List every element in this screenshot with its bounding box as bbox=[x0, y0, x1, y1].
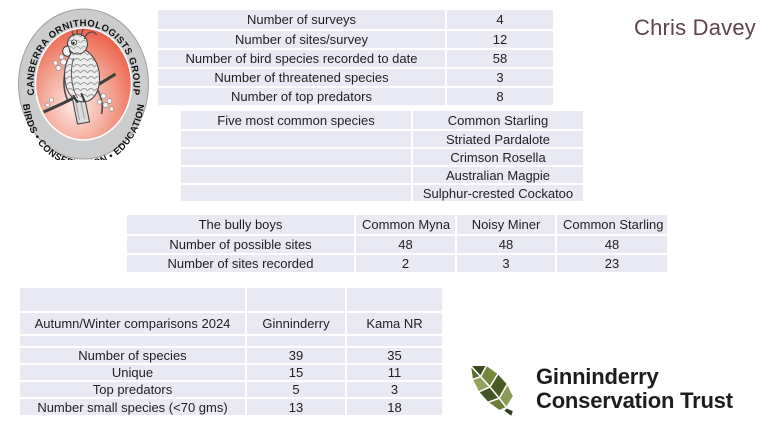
row-label: Number of threatened species bbox=[158, 67, 445, 86]
row-value: 23 bbox=[555, 253, 667, 272]
bully-boys-table: The bully boys Common Myna Noisy Miner C… bbox=[127, 215, 667, 272]
empty-cell bbox=[345, 288, 442, 311]
cog-logo-icon: CANBERRA ORNITHOLOGISTS GROUP BIRDS • CO… bbox=[18, 8, 149, 160]
table-row: Top predators 5 3 bbox=[20, 380, 442, 397]
row-label: Number of possible sites bbox=[127, 234, 354, 253]
row-value: 15 bbox=[245, 363, 345, 380]
row-value: 13 bbox=[245, 397, 345, 415]
empty-cell bbox=[181, 165, 411, 183]
header-cell: The bully boys bbox=[127, 215, 354, 234]
row-value: 35 bbox=[345, 346, 442, 363]
comparison-table: Autumn/Winter comparisons 2024 Ginninder… bbox=[20, 288, 442, 415]
table-row: Number of bird species recorded to date … bbox=[158, 48, 553, 67]
row-value: 5 bbox=[245, 380, 345, 397]
row-value: 3 bbox=[455, 253, 555, 272]
header-cell: Noisy Miner bbox=[455, 215, 555, 234]
table-row: Number of sites/survey 12 bbox=[158, 29, 553, 48]
row-label: Unique bbox=[20, 363, 245, 380]
empty-cell bbox=[181, 183, 411, 201]
row-label: Number of bird species recorded to date bbox=[158, 48, 445, 67]
row-value: 58 bbox=[445, 48, 553, 67]
table-row: Crimson Rosella bbox=[181, 147, 583, 165]
trust-logo: Ginninderry Conservation Trust bbox=[462, 355, 762, 425]
species-cell: Crimson Rosella bbox=[411, 147, 583, 165]
row-label: Number of top predators bbox=[158, 86, 445, 105]
table-row: Number of threatened species 3 bbox=[158, 67, 553, 86]
species-cell: Common Starling bbox=[411, 111, 583, 129]
table-row: Number of possible sites 48 48 48 bbox=[127, 234, 667, 253]
row-label: Number of sites/survey bbox=[158, 29, 445, 48]
row-value: 3 bbox=[345, 380, 442, 397]
table-row: Five most common species Common Starling bbox=[181, 111, 583, 129]
row-value: 48 bbox=[455, 234, 555, 253]
row-label: Number small species (<70 gms) bbox=[20, 397, 245, 415]
table-row: Number of surveys 4 bbox=[158, 10, 553, 29]
species-cell: Sulphur-crested Cockatoo bbox=[411, 183, 583, 201]
row-value: 48 bbox=[555, 234, 667, 253]
row-value: 48 bbox=[354, 234, 455, 253]
empty-cell bbox=[245, 334, 345, 346]
table-row: Striated Pardalote bbox=[181, 129, 583, 147]
row-value: 4 bbox=[445, 10, 553, 29]
empty-cell bbox=[345, 334, 442, 346]
empty-row bbox=[20, 288, 442, 311]
header-cell: Common Starling bbox=[555, 215, 667, 234]
presenter-name: Chris Davey bbox=[633, 15, 756, 40]
empty-cell bbox=[20, 288, 245, 311]
row-label: Number of sites recorded bbox=[127, 253, 354, 272]
survey-summary-table: Number of surveys 4 Number of sites/surv… bbox=[158, 10, 553, 105]
row-value: 2 bbox=[354, 253, 455, 272]
empty-cell bbox=[181, 147, 411, 165]
leaf-icon bbox=[469, 364, 515, 418]
trust-name: Ginninderry Conservation Trust bbox=[536, 365, 733, 413]
row-value: 3 bbox=[445, 67, 553, 86]
row-value: 8 bbox=[445, 86, 553, 105]
table-header-row: The bully boys Common Myna Noisy Miner C… bbox=[127, 215, 667, 234]
header-cell: Kama NR bbox=[345, 311, 442, 334]
row-value: 39 bbox=[245, 346, 345, 363]
row-value: 11 bbox=[345, 363, 442, 380]
table-row: Australian Magpie bbox=[181, 165, 583, 183]
header-cell: Autumn/Winter comparisons 2024 bbox=[20, 311, 245, 334]
header-cell: Ginninderry bbox=[245, 311, 345, 334]
row-label: Five most common species bbox=[181, 111, 411, 129]
trust-name-line2: Conservation Trust bbox=[536, 388, 733, 413]
row-label: Number of surveys bbox=[158, 10, 445, 29]
header-cell: Common Myna bbox=[354, 215, 455, 234]
table-row: Number of species 39 35 bbox=[20, 346, 442, 363]
row-label: Number of species bbox=[20, 346, 245, 363]
species-cell: Striated Pardalote bbox=[411, 129, 583, 147]
species-cell: Australian Magpie bbox=[411, 165, 583, 183]
table-row: Sulphur-crested Cockatoo bbox=[181, 183, 583, 201]
common-species-table: Five most common species Common Starling… bbox=[181, 111, 583, 201]
cockatoo-illustration-icon bbox=[42, 29, 117, 125]
row-value: 18 bbox=[345, 397, 442, 415]
row-label: Top predators bbox=[20, 380, 245, 397]
empty-cell bbox=[245, 288, 345, 311]
table-row: Unique 15 11 bbox=[20, 363, 442, 380]
table-row: Number of sites recorded 2 3 23 bbox=[127, 253, 667, 272]
table-row: Number small species (<70 gms) 13 18 bbox=[20, 397, 442, 415]
empty-cell bbox=[181, 129, 411, 147]
empty-row bbox=[20, 334, 442, 346]
table-row: Number of top predators 8 bbox=[158, 86, 553, 105]
table-header-row: Autumn/Winter comparisons 2024 Ginninder… bbox=[20, 311, 442, 334]
trust-name-line1: Ginninderry bbox=[536, 364, 659, 389]
row-value: 12 bbox=[445, 29, 553, 48]
empty-cell bbox=[20, 334, 245, 346]
